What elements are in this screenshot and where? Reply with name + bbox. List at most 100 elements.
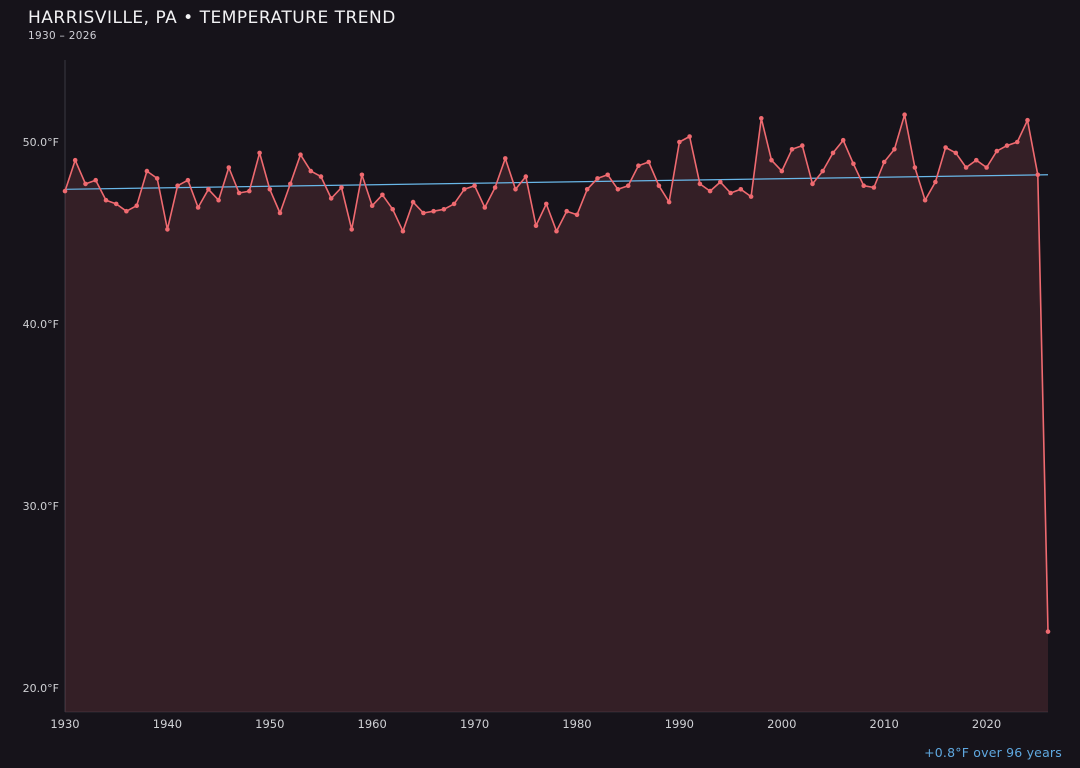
data-point	[994, 148, 1000, 154]
data-point	[1015, 139, 1020, 145]
data-point	[369, 203, 375, 208]
data-point	[441, 207, 447, 212]
series-area-fill	[65, 114, 1048, 712]
data-point	[943, 145, 948, 150]
data-point	[165, 227, 170, 232]
data-point	[738, 187, 744, 192]
trend-annotation: +0.8°F over 96 years	[924, 745, 1062, 760]
data-point	[247, 188, 252, 194]
data-point	[666, 199, 672, 205]
data-point	[933, 179, 938, 185]
data-point	[226, 165, 232, 170]
data-point	[482, 205, 488, 210]
data-point	[728, 190, 733, 196]
data-point	[400, 228, 406, 234]
data-point	[83, 181, 88, 187]
y-tick-label: 30.0°F	[23, 500, 59, 513]
x-tick-label: 1930	[50, 717, 79, 731]
data-point	[963, 165, 969, 170]
data-point	[308, 168, 314, 174]
data-point	[216, 197, 221, 203]
data-point	[595, 176, 600, 181]
data-point	[707, 188, 713, 194]
data-point	[124, 208, 129, 214]
data-point	[759, 116, 764, 121]
data-point	[574, 212, 580, 218]
data-point	[288, 181, 293, 187]
data-point	[513, 187, 518, 192]
y-tick-label: 40.0°F	[23, 318, 59, 331]
data-point	[769, 157, 774, 163]
data-point	[267, 187, 273, 192]
data-point	[175, 183, 180, 188]
x-tick-label: 1940	[153, 717, 182, 731]
data-point	[134, 203, 139, 208]
data-point	[318, 174, 324, 179]
data-point	[687, 134, 692, 139]
x-tick-label: 2020	[972, 717, 1001, 731]
data-point	[697, 181, 703, 187]
data-point	[113, 201, 119, 207]
x-tick-label: 1970	[460, 717, 489, 731]
data-point	[93, 177, 98, 183]
data-point	[462, 187, 467, 192]
data-point	[1045, 629, 1051, 634]
x-tick-label: 1980	[562, 717, 591, 731]
data-point	[72, 157, 78, 163]
data-point	[912, 165, 918, 170]
chart-header: HARRISVILLE, PA • TEMPERATURE TREND 1930…	[28, 8, 396, 42]
data-point	[861, 183, 866, 188]
data-point	[789, 147, 795, 152]
x-tick-label: 1990	[665, 717, 694, 731]
data-point	[1004, 143, 1010, 148]
data-point	[974, 157, 979, 163]
x-tick-label: 2000	[767, 717, 796, 731]
data-point	[625, 183, 631, 188]
trend-line	[64, 174, 1049, 190]
x-tick-label: 1950	[255, 717, 284, 731]
data-point	[615, 187, 621, 192]
data-point	[103, 197, 109, 203]
data-point	[257, 150, 262, 156]
y-tick-label: 20.0°F	[23, 682, 59, 695]
data-point	[830, 150, 836, 156]
data-point	[185, 177, 191, 183]
data-point	[421, 210, 426, 216]
data-point	[328, 196, 334, 201]
data-point	[636, 163, 641, 168]
data-point	[922, 197, 928, 203]
data-point	[554, 228, 559, 234]
data-point	[431, 208, 436, 214]
data-point	[584, 187, 590, 192]
data-point	[492, 185, 498, 190]
data-point	[206, 187, 211, 192]
data-point	[451, 201, 457, 207]
data-point	[646, 159, 651, 165]
data-point	[881, 159, 887, 165]
data-point	[154, 176, 160, 181]
data-point	[1035, 172, 1041, 178]
x-tick-label: 1960	[358, 717, 387, 731]
data-point	[410, 199, 416, 205]
data-point	[810, 181, 815, 187]
data-point	[236, 190, 242, 196]
data-point	[523, 174, 529, 179]
data-point	[902, 112, 907, 117]
data-point	[339, 185, 344, 190]
y-tick-label: 50.0°F	[23, 136, 59, 149]
data-point	[984, 165, 989, 170]
data-point	[871, 185, 877, 190]
data-point	[677, 139, 682, 145]
data-point	[718, 179, 723, 185]
data-point	[62, 188, 68, 194]
data-point	[892, 147, 897, 152]
data-point	[748, 194, 754, 199]
data-point	[564, 208, 569, 214]
data-point	[1025, 117, 1030, 123]
data-point	[144, 168, 150, 174]
data-point	[953, 150, 959, 156]
data-point	[359, 172, 365, 178]
data-point	[277, 210, 283, 216]
